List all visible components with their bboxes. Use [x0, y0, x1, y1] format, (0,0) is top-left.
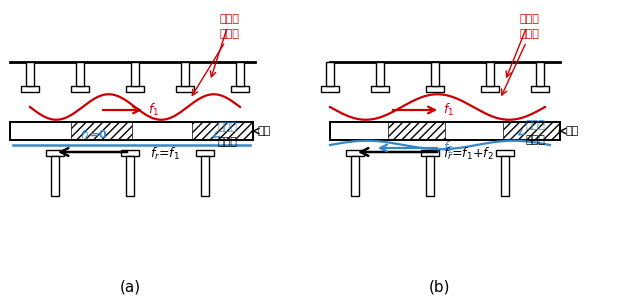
Bar: [126, 86, 144, 92]
Bar: [351, 156, 359, 196]
Bar: [76, 62, 84, 86]
Bar: [131, 62, 139, 86]
Text: (a): (a): [120, 279, 141, 294]
Bar: [201, 156, 209, 196]
Bar: [486, 62, 494, 86]
Bar: [502, 122, 560, 140]
Bar: [10, 122, 253, 140]
Bar: [531, 86, 549, 92]
Bar: [21, 86, 39, 92]
Bar: [326, 62, 334, 86]
Bar: [536, 62, 544, 86]
Text: 外气隙: 外气隙: [518, 120, 545, 135]
Bar: [176, 86, 194, 92]
Text: $\it{f}_2$: $\it{f}_2$: [443, 140, 454, 156]
Bar: [181, 62, 189, 86]
Bar: [371, 86, 389, 92]
Bar: [387, 122, 445, 140]
Text: $\it{f}_1$: $\it{f}_1$: [443, 102, 454, 118]
Bar: [236, 62, 244, 86]
Bar: [71, 122, 131, 140]
Text: $\bf{\it{f}_r}$=$\it{f}_1$: $\bf{\it{f}_r}$=$\it{f}_1$: [150, 146, 180, 162]
Bar: [321, 86, 339, 92]
Text: (b): (b): [429, 279, 451, 294]
Bar: [196, 150, 214, 156]
Bar: [121, 150, 139, 156]
Text: 内气隙: 内气隙: [192, 29, 240, 95]
Bar: [192, 122, 253, 140]
Bar: [71, 86, 89, 92]
Bar: [346, 150, 364, 156]
Bar: [501, 156, 509, 196]
Text: $\it{f}_2$=0: $\it{f}_2$=0: [80, 128, 108, 142]
Bar: [481, 86, 499, 92]
Text: 内定子: 内定子: [506, 14, 540, 77]
Bar: [376, 62, 384, 86]
Bar: [426, 156, 434, 196]
Bar: [431, 62, 439, 86]
Text: 内气隙: 内气隙: [502, 29, 540, 95]
Bar: [231, 86, 249, 92]
Text: 外气隙: 外气隙: [214, 122, 238, 137]
Text: 转子: 转子: [252, 126, 271, 136]
Text: 外定子: 外定子: [525, 135, 545, 145]
Text: 内定子: 内定子: [211, 14, 240, 77]
Bar: [51, 156, 59, 196]
Bar: [496, 150, 514, 156]
Bar: [126, 156, 134, 196]
Bar: [46, 150, 64, 156]
Bar: [426, 86, 444, 92]
Bar: [26, 62, 34, 86]
Text: $\bf{\it{f}_r}$=$\it{f}_1$+$\it{f}_2$: $\bf{\it{f}_r}$=$\it{f}_1$+$\it{f}_2$: [443, 146, 493, 162]
Bar: [330, 122, 560, 140]
Bar: [421, 150, 439, 156]
Text: 转子: 转子: [559, 126, 579, 136]
Text: $\it{f}_1$: $\it{f}_1$: [148, 102, 159, 118]
Text: 外定子: 外定子: [218, 137, 238, 147]
